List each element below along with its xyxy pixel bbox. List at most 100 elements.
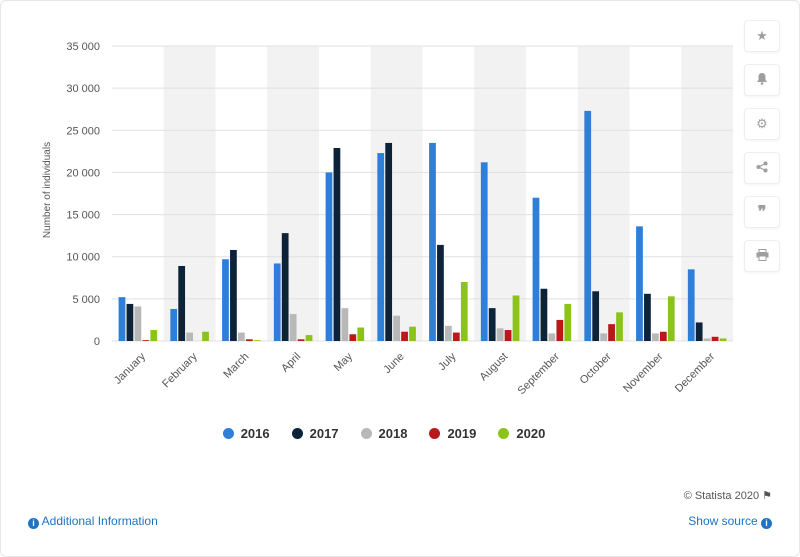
gear-icon: ⚙ [756, 116, 768, 131]
x-tick-label: November [621, 350, 666, 395]
show-source-link[interactable]: Show source i [688, 514, 772, 529]
x-tick-label: December [673, 350, 718, 395]
flag-icon: ⚑ [762, 490, 772, 502]
bar-2018-november [651, 333, 659, 341]
y-tick-label: 15 000 [66, 210, 100, 222]
bar-2018-may [341, 308, 349, 341]
bar-2018-october [600, 333, 608, 341]
bar-2017-october [592, 291, 600, 341]
bar-2016-july [429, 142, 436, 341]
bar-2016-october [584, 110, 592, 342]
bar-2019-september [556, 319, 564, 341]
y-tick-label: 0 [94, 336, 100, 348]
bar-2019-april [297, 339, 305, 341]
bar-2020-november [667, 296, 675, 341]
bar-2016-august [480, 162, 488, 341]
x-tick-label: February [160, 350, 200, 390]
favorite-button[interactable]: ★ [744, 20, 780, 52]
bar-2017-june [385, 142, 393, 341]
y-tick-label: 10 000 [66, 252, 100, 264]
print-button[interactable] [744, 240, 780, 272]
bar-2016-february [170, 308, 178, 341]
bar-2016-january [118, 297, 126, 341]
quote-icon: ❞ [757, 204, 767, 221]
legend-marker [429, 428, 441, 439]
legend-item-2016[interactable]: 2016 [222, 426, 270, 441]
bar-2020-june [409, 326, 416, 341]
additional-information-label: Additional Information [41, 514, 158, 528]
legend-marker [360, 428, 372, 439]
bar-2017-may [333, 147, 341, 341]
bar-2017-september [540, 288, 548, 341]
bar-2019-august [504, 330, 512, 341]
bar-2019-may [349, 334, 357, 341]
bar-2019-june [401, 331, 408, 341]
notification-button[interactable] [744, 64, 780, 96]
bar-2019-november [659, 331, 667, 341]
bar-chart: 0 5 000 10 000 15 000 20 000 25 000 30 000 35 0… [42, 41, 733, 397]
bar-2016-march [222, 259, 229, 341]
bar-2017-november [644, 293, 651, 341]
bar-2020-july [460, 282, 468, 341]
show-source-label: Show source [688, 514, 758, 528]
info-icon: i [28, 518, 39, 529]
legend-label: 2019 [447, 426, 477, 441]
legend-label: 2017 [309, 426, 339, 441]
x-tick-labels: January February March April May June July Augu… [112, 350, 718, 397]
bar-2019-july [452, 332, 460, 341]
bar-2018-august [496, 328, 504, 341]
share-button[interactable] [744, 152, 780, 184]
legend-label: 2018 [378, 426, 408, 441]
y-tick-labels: 0 5 000 10 000 15 000 20 000 25 000 30 000 35 0… [66, 41, 100, 348]
x-tick-label: September [515, 350, 562, 397]
bar-2020-may [357, 327, 365, 341]
bar-2020-february [202, 331, 209, 341]
x-tick-label: January [112, 350, 149, 387]
bar-2016-april [273, 263, 281, 341]
bar-2016-may [325, 172, 333, 341]
x-tick-label: March [221, 351, 251, 381]
legend-label: 2016 [240, 426, 270, 441]
bar-2019-january [142, 340, 150, 341]
credit: © Statista 2020 ⚑ [684, 489, 772, 502]
cite-button[interactable]: ❞ [744, 196, 780, 228]
gridlines [112, 45, 733, 342]
bar-2017-april [281, 233, 289, 341]
bar-2020-december [719, 338, 727, 341]
category-band [163, 46, 216, 341]
bar-2016-september [532, 197, 540, 341]
legend-marker [291, 428, 303, 439]
bar-2018-february [186, 332, 194, 341]
bar-2018-december [703, 338, 711, 341]
bar-2020-april [305, 335, 313, 341]
x-tick-label: August [478, 351, 511, 384]
bar-2019-october [608, 324, 615, 341]
bar-2017-august [488, 308, 496, 341]
bar-2017-december [695, 322, 703, 341]
bar-2019-march [245, 339, 253, 341]
x-tick-label: April [279, 351, 303, 375]
legend-item-2017[interactable]: 2017 [291, 426, 339, 441]
bar-2018-september [548, 333, 556, 341]
bars [118, 110, 727, 342]
legend-marker [222, 428, 234, 439]
print-icon [756, 248, 769, 264]
additional-information-link[interactable]: i Additional Information [28, 514, 158, 529]
star-icon: ★ [756, 28, 768, 43]
legend-item-2018[interactable]: 2018 [360, 426, 408, 441]
x-tick-label: June [381, 351, 406, 376]
y-tick-label: 20 000 [66, 167, 100, 179]
y-tick-label: 5 000 [72, 294, 100, 306]
legend-item-2019[interactable]: 2019 [429, 426, 476, 441]
y-tick-label: 25 000 [66, 125, 100, 137]
bar-2017-february [178, 265, 186, 341]
bar-2018-january [134, 306, 142, 341]
settings-button[interactable]: ⚙ [744, 108, 780, 140]
legend-item-2020[interactable]: 2020 [498, 426, 545, 441]
bar-2016-june [377, 153, 385, 341]
bell-icon [756, 72, 768, 88]
bar-2017-july [437, 244, 444, 341]
info-icon: i [761, 518, 772, 529]
y-axis-label: Number of individuals [42, 142, 53, 238]
bar-2020-august [512, 295, 520, 341]
